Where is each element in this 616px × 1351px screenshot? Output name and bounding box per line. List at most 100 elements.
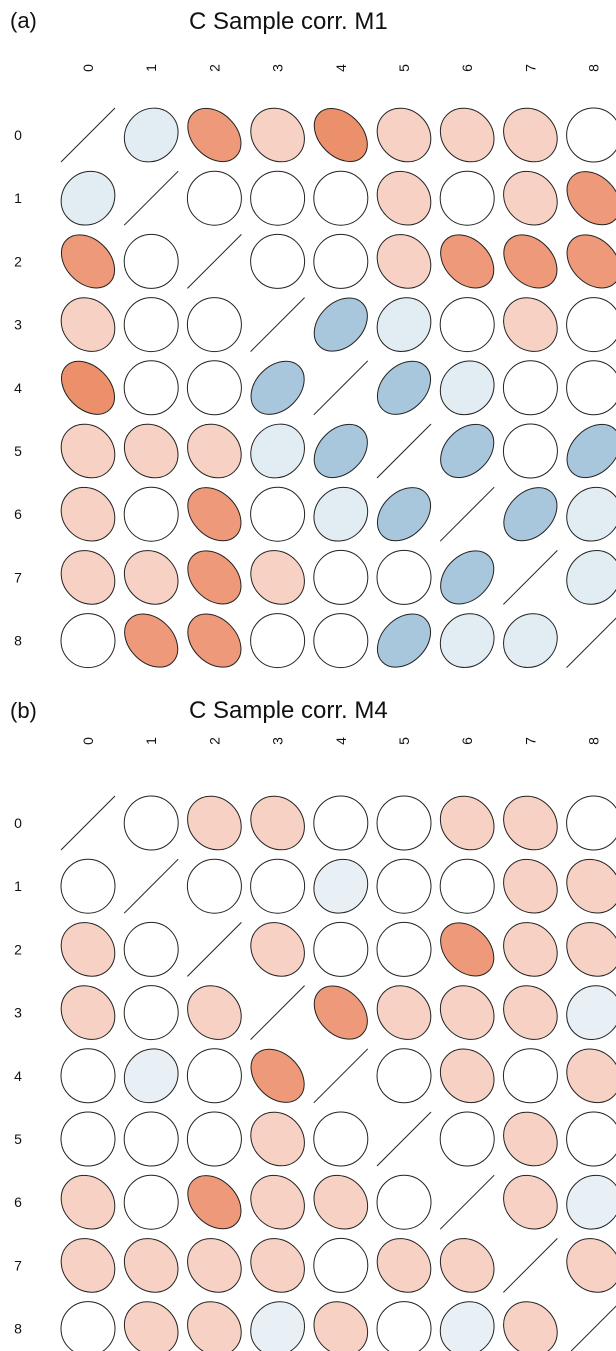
column-label-5: 5	[396, 737, 412, 745]
corr-ellipse-6-4	[313, 1174, 369, 1230]
chart-title: C Sample corr. M1	[189, 8, 388, 35]
corr-ellipse-4-0	[60, 1048, 116, 1104]
corr-ellipse-7-8	[566, 1238, 616, 1293]
corr-ellipse-8-7	[503, 1301, 558, 1351]
corr-ellipse-4-1	[123, 360, 179, 416]
corr-ellipse-8-6	[439, 613, 495, 668]
column-label-7: 7	[522, 64, 538, 72]
corr-ellipse-5-6	[440, 423, 495, 479]
column-label-1: 1	[143, 737, 159, 745]
column-label-7: 7	[522, 737, 538, 745]
corr-ellipse-2-5	[376, 234, 432, 289]
corr-ellipse-1-6	[439, 858, 495, 914]
corr-ellipse-5-3	[250, 423, 305, 479]
column-label-1: 1	[143, 64, 159, 72]
corr-ellipse-2-7	[503, 922, 558, 977]
row-label-1: 1	[14, 190, 22, 206]
corr-ellipse-3-0	[60, 985, 116, 1040]
corr-ellipse-3-1	[123, 985, 179, 1041]
corr-ellipse-1-2	[186, 170, 242, 226]
corr-ellipse-8-1	[124, 613, 179, 668]
corr-ellipse-2-4	[313, 921, 369, 977]
column-label-8: 8	[586, 737, 602, 745]
corr-ellipse-8-5	[376, 613, 432, 668]
column-label-4: 4	[333, 64, 349, 72]
corr-ellipse-1-7	[503, 858, 558, 914]
corr-ellipse-3-5	[376, 985, 432, 1040]
diagonal-line-4	[313, 360, 369, 416]
corr-ellipse-7-5	[376, 549, 432, 605]
diagonal-line-1	[123, 170, 179, 226]
corr-ellipse-8-3	[250, 1301, 305, 1351]
corr-ellipse-0-5	[376, 107, 432, 163]
corr-ellipse-8-4	[313, 613, 369, 669]
row-label-4: 4	[14, 1068, 22, 1084]
corr-ellipse-6-0	[60, 1174, 116, 1230]
corr-ellipse-2-5	[376, 921, 432, 977]
column-label-4: 4	[333, 737, 349, 745]
corr-ellipse-6-3	[250, 486, 306, 542]
corr-ellipse-6-4	[313, 486, 369, 542]
corr-ellipse-7-3	[250, 1238, 305, 1293]
diagonal-line-3	[250, 297, 305, 352]
corr-ellipse-2-0	[60, 922, 116, 977]
corr-ellipse-0-7	[503, 795, 558, 851]
corr-ellipse-7-1	[123, 550, 179, 605]
corr-ellipse-3-7	[503, 985, 558, 1040]
row-label-8: 8	[14, 1321, 22, 1337]
diagonal-line-2	[187, 234, 242, 289]
corr-ellipse-5-7	[502, 423, 558, 479]
corr-ellipse-5-7	[503, 1111, 558, 1167]
column-label-6: 6	[459, 64, 475, 72]
corr-ellipse-4-5	[376, 1048, 432, 1104]
corr-ellipse-1-5	[376, 170, 432, 226]
corr-ellipse-1-6	[439, 170, 495, 226]
corr-ellipse-0-8	[566, 795, 616, 851]
corr-ellipse-4-2	[186, 1048, 242, 1104]
corr-ellipse-7-4	[313, 1237, 369, 1293]
corr-ellipse-8-0	[60, 613, 116, 669]
corr-ellipse-2-1	[123, 233, 179, 289]
corr-ellipse-6-5	[376, 487, 432, 542]
corr-ellipse-4-8	[566, 1048, 616, 1104]
corr-ellipse-6-2	[187, 487, 242, 542]
corr-ellipse-8-5	[376, 1301, 432, 1351]
corr-ellipse-7-5	[376, 1238, 432, 1293]
row-label-1: 1	[14, 878, 22, 894]
diagonal-line-8	[566, 617, 616, 668]
corr-ellipse-2-6	[440, 922, 495, 977]
corr-ellipse-5-8	[566, 423, 616, 479]
row-label-7: 7	[14, 569, 22, 585]
corr-ellipse-4-2	[186, 360, 242, 416]
corr-ellipse-3-8	[566, 297, 616, 353]
corr-ellipse-6-8	[566, 1174, 616, 1230]
corr-ellipse-0-2	[187, 795, 242, 851]
diagonal-line-8	[570, 1305, 616, 1351]
corr-ellipse-3-6	[439, 297, 495, 353]
correlation-panel-m4: 0 1 2 3 4 5 6 7 8 0 1 2 3 4 5 6 7 8 (b) C Sample corr. M4	[0, 675, 616, 1351]
row-label-0: 0	[14, 815, 22, 831]
corr-ellipse-4-3	[250, 360, 305, 415]
corr-ellipse-1-2	[186, 858, 242, 914]
corr-ellipse-6-5	[376, 1174, 432, 1230]
corr-ellipse-7-0	[60, 1238, 116, 1293]
corr-ellipse-4-7	[502, 360, 558, 416]
row-label-5: 5	[14, 1131, 22, 1147]
corr-ellipse-3-5	[376, 297, 432, 352]
diagonal-line-4	[313, 1048, 369, 1104]
corr-ellipse-4-6	[439, 360, 495, 416]
corr-ellipse-0-4	[313, 795, 369, 851]
diagonal-line-2	[187, 922, 242, 977]
corr-ellipse-7-6	[440, 550, 495, 605]
corr-ellipse-0-3	[250, 795, 305, 851]
corr-ellipse-6-3	[250, 1174, 305, 1230]
corr-ellipse-5-0	[60, 1111, 116, 1167]
corr-ellipse-6-7	[503, 1174, 558, 1230]
corr-ellipse-5-2	[187, 423, 242, 479]
panel-label: (a)	[10, 8, 37, 33]
row-label-3: 3	[14, 1005, 22, 1021]
corr-ellipse-2-6	[440, 234, 495, 289]
corr-ellipse-1-8	[566, 171, 616, 226]
row-label-5: 5	[14, 443, 22, 459]
corr-ellipse-7-3	[250, 550, 305, 605]
